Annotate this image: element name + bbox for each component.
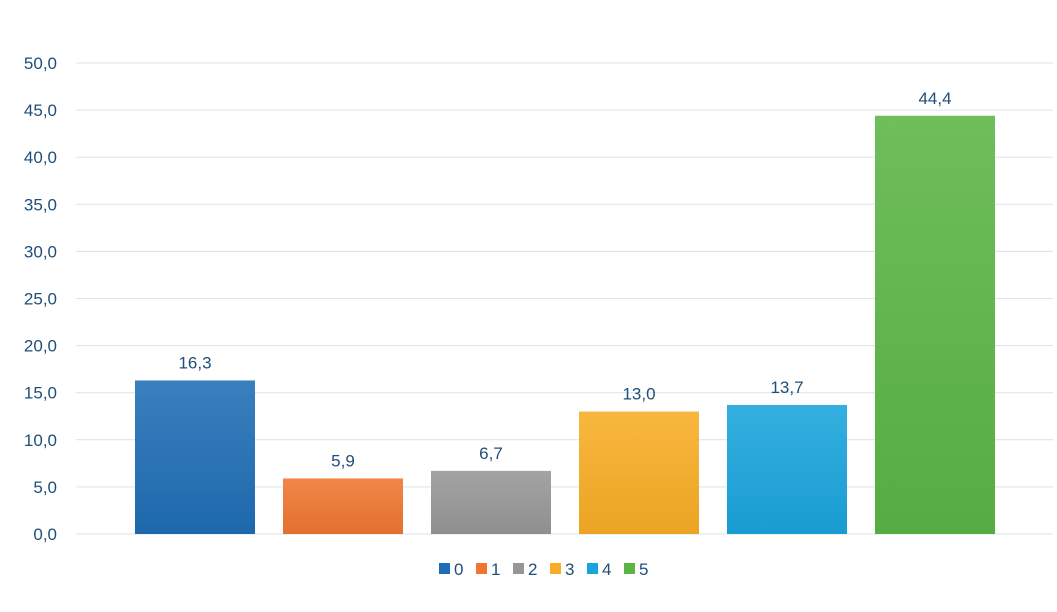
- y-tick-label: 5,0: [33, 478, 57, 497]
- y-tick-label: 20,0: [24, 337, 57, 356]
- legend-label: 0: [454, 560, 463, 579]
- y-tick-label: 10,0: [24, 431, 57, 450]
- data-label: 6,7: [479, 444, 503, 463]
- legend-label: 4: [602, 560, 611, 579]
- legend-swatch: [439, 563, 450, 574]
- y-tick-label: 45,0: [24, 101, 57, 120]
- bar-2: [431, 470, 551, 534]
- data-label: 44,4: [918, 89, 951, 108]
- y-tick-label: 25,0: [24, 290, 57, 309]
- legend-swatch: [587, 563, 598, 574]
- y-tick-label: 50,0: [24, 54, 57, 73]
- legend-swatch: [476, 563, 487, 574]
- data-label: 5,9: [331, 451, 355, 470]
- legend: 0 1 2 3 4 5: [439, 560, 648, 579]
- legend-label: 3: [565, 560, 574, 579]
- legend-label: 2: [528, 560, 537, 579]
- bar-0: [135, 380, 255, 534]
- data-label: 13,0: [622, 385, 655, 404]
- y-tick-label: 40,0: [24, 148, 57, 167]
- legend-label: 5: [639, 560, 648, 579]
- legend-swatch: [624, 563, 635, 574]
- bar-4: [727, 404, 847, 534]
- legend-swatch: [513, 563, 524, 574]
- y-axis-ticks: 0,0 5,0 10,0 15,0 20,0 25,0 30,0 35,0 40,0 45,0 50…: [24, 54, 57, 544]
- legend-swatch: [550, 563, 561, 574]
- data-label: 16,3: [178, 353, 211, 372]
- bars: [135, 115, 995, 534]
- data-labels: 16,3 5,9 6,7 13,0 13,7 44,4: [178, 89, 951, 471]
- data-label: 13,7: [770, 378, 803, 397]
- y-tick-label: 15,0: [24, 384, 57, 403]
- y-tick-label: 30,0: [24, 242, 57, 261]
- bar-3: [579, 411, 699, 534]
- legend-label: 1: [491, 560, 500, 579]
- y-tick-label: 35,0: [24, 195, 57, 214]
- bar-5: [875, 115, 995, 534]
- bar-1: [283, 478, 403, 534]
- y-tick-label: 0,0: [33, 525, 57, 544]
